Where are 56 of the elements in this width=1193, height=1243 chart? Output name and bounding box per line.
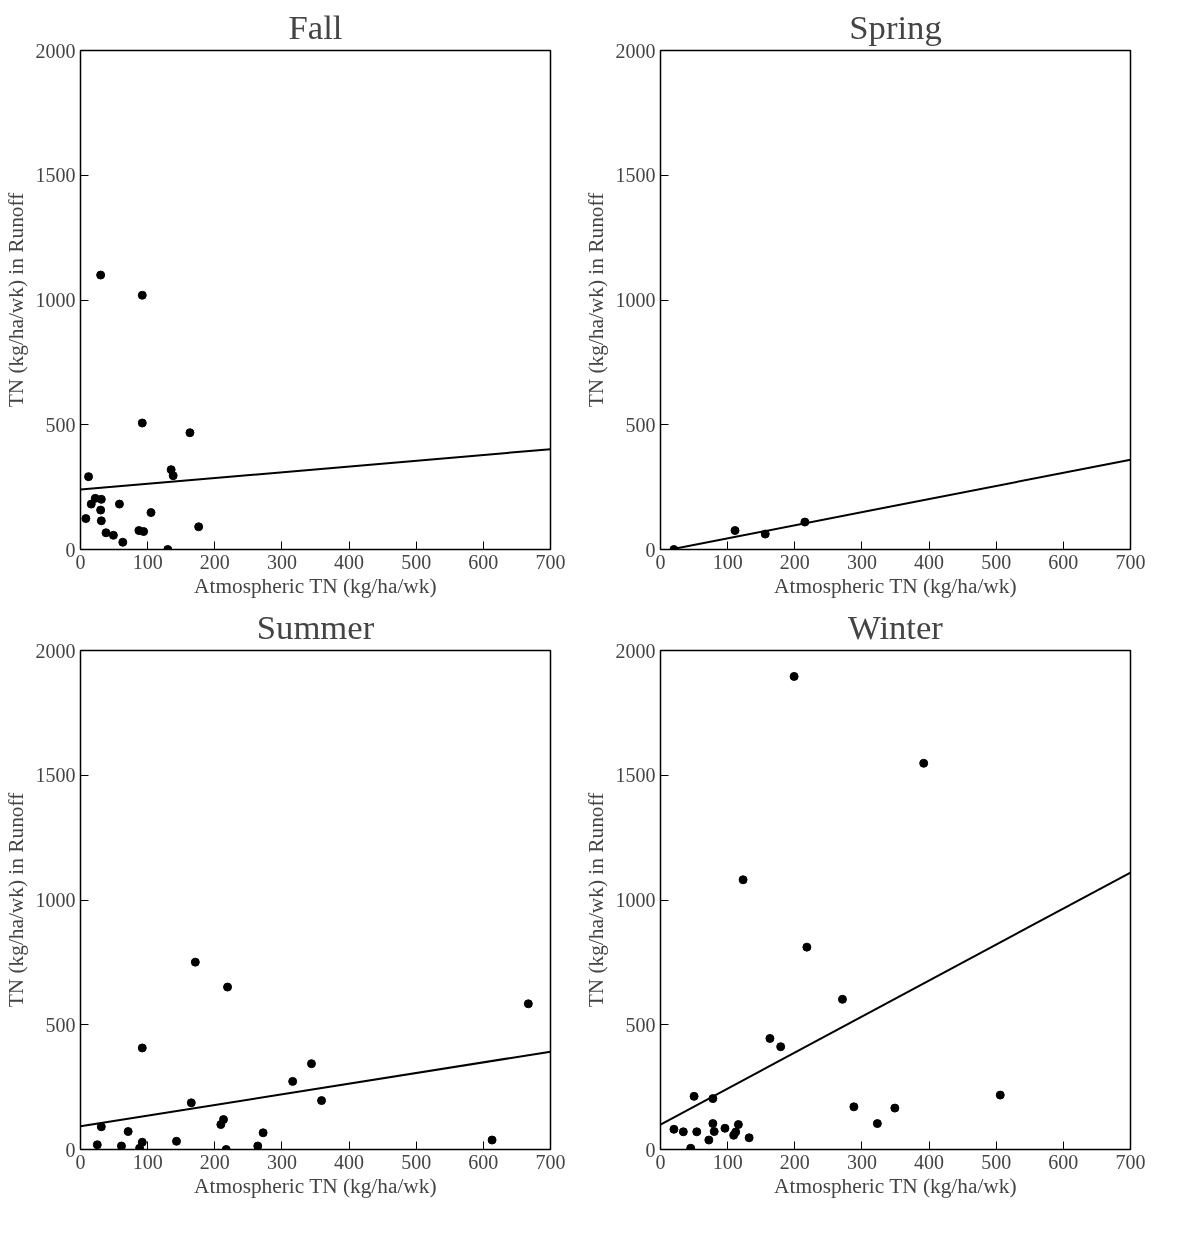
x-tick-label: 600	[468, 550, 499, 573]
y-tick-label: 1000	[615, 289, 656, 311]
x-tick-label: 100	[132, 1150, 163, 1173]
x-tick-label: 700	[535, 1150, 566, 1173]
x-axis-title: Atmospheric TN (kg/ha/wk)	[774, 1173, 1017, 1198]
y-tick-label: 1500	[35, 164, 76, 187]
x-tick-label: 500	[981, 550, 1012, 573]
x-tick-label: 600	[1048, 550, 1079, 573]
y-tick-label: 1000	[35, 289, 76, 311]
y-tick-label: 2000	[35, 639, 76, 662]
x-tick-label: 200	[199, 550, 230, 573]
x-tick-label: 100	[132, 550, 163, 573]
chart-title: Winter	[848, 607, 944, 646]
x-tick-label: 400	[334, 1150, 365, 1173]
chart-title: Fall	[288, 7, 343, 46]
x-tick-label: 200	[779, 550, 810, 573]
x-tick-label: 400	[914, 550, 945, 573]
x-tick-label: 400	[334, 550, 365, 573]
x-tick-label: 200	[199, 1150, 230, 1173]
x-tick-label: 100	[712, 550, 743, 573]
chart-title: Spring	[849, 7, 942, 46]
y-axis-title: TN (kg/ha/wk) in Runoff	[3, 791, 28, 1008]
y-tick-label: 1500	[615, 764, 656, 787]
x-tick-label: 700	[535, 550, 566, 573]
x-tick-label: 400	[914, 1150, 945, 1173]
y-tick-label: 1000	[615, 889, 656, 911]
x-tick-label: 500	[401, 550, 432, 573]
y-tick-label: 1000	[35, 889, 76, 911]
x-tick-label: 200	[779, 1150, 810, 1173]
y-axis-title: TN (kg/ha/wk) in Runoff	[583, 191, 608, 408]
x-axis-title: Atmospheric TN (kg/ha/wk)	[194, 573, 437, 598]
y-tick-label: 2000	[615, 639, 656, 662]
y-tick-label: 1500	[615, 164, 656, 187]
x-tick-label: 600	[468, 1150, 499, 1173]
y-tick-label: 1500	[35, 764, 76, 787]
y-tick-label: 500	[625, 1013, 656, 1036]
chart-title: Summer	[256, 607, 375, 646]
x-tick-label: 500	[401, 1150, 432, 1173]
y-axis-title: TN (kg/ha/wk) in Runoff	[583, 791, 608, 1008]
y-axis-title: TN (kg/ha/wk) in Runoff	[3, 191, 28, 408]
x-tick-label: 300	[266, 550, 297, 573]
y-tick-label: 2000	[615, 39, 656, 62]
x-tick-label: 600	[1048, 1150, 1079, 1173]
x-tick-label: 500	[981, 1150, 1012, 1173]
x-tick-label: 700	[1115, 1150, 1146, 1173]
x-tick-label: 300	[846, 1150, 877, 1173]
y-tick-label: 500	[45, 1013, 76, 1036]
y-tick-label: 2000	[35, 39, 76, 62]
x-tick-label: 300	[266, 1150, 297, 1173]
y-tick-label: 500	[45, 413, 76, 436]
y-tick-label: 500	[625, 413, 656, 436]
x-tick-label: 300	[846, 550, 877, 573]
x-tick-label: 700	[1115, 550, 1146, 573]
x-axis-title: Atmospheric TN (kg/ha/wk)	[194, 1173, 437, 1198]
x-axis-title: Atmospheric TN (kg/ha/wk)	[774, 573, 1017, 598]
x-tick-label: 100	[712, 1150, 743, 1173]
